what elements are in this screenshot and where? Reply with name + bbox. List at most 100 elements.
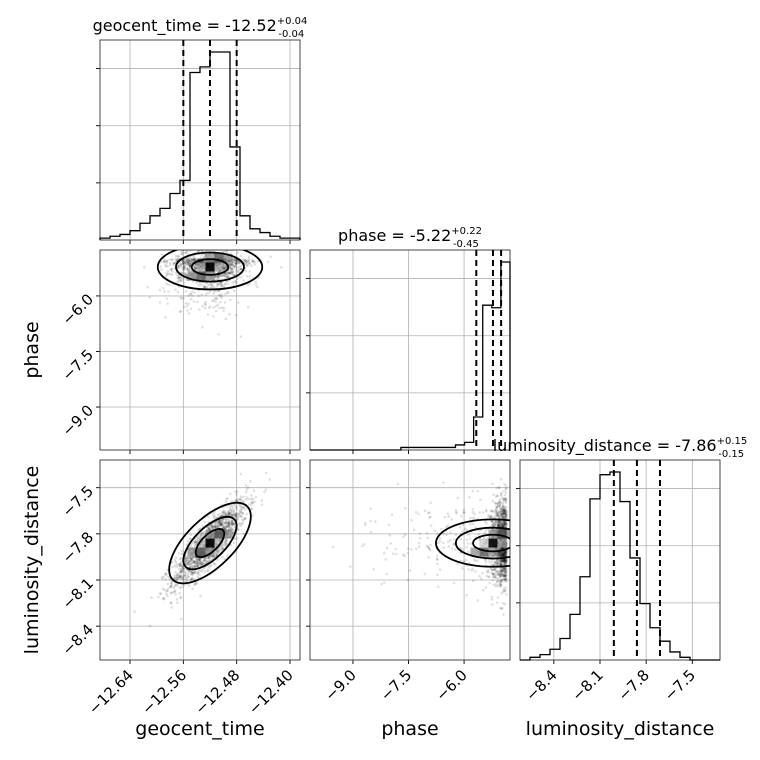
scatter-point — [459, 514, 463, 518]
scatter-point — [183, 570, 187, 574]
scatter-point — [178, 276, 182, 279]
scatter-point — [501, 504, 505, 508]
scatter-point — [503, 570, 507, 573]
scatter-point — [492, 524, 496, 528]
scatter-point — [498, 560, 502, 564]
scatter-point — [203, 285, 206, 289]
scatter-point — [499, 582, 502, 585]
scatter-point — [187, 267, 190, 271]
scatter-point — [186, 539, 190, 543]
scatter-point — [454, 508, 458, 512]
scatter-point — [223, 512, 227, 516]
scatter-point — [218, 294, 221, 297]
scatter-point — [497, 524, 501, 528]
scatter-point — [176, 255, 180, 258]
scatter-point — [203, 285, 206, 289]
scatter-point — [245, 260, 249, 264]
scatter-point — [500, 524, 503, 528]
scatter-point — [190, 232, 193, 235]
scatter-point — [503, 566, 507, 570]
scatter-point — [199, 250, 202, 251]
scatter-point — [230, 520, 234, 523]
scatter-point — [165, 261, 169, 264]
scatter-point — [211, 284, 214, 287]
scatter-point — [504, 550, 508, 553]
scatter-point — [182, 584, 186, 587]
scatter-point — [168, 585, 172, 589]
scatter-point — [493, 523, 496, 527]
scatter-point — [204, 559, 207, 563]
scatter-point — [176, 584, 179, 588]
scatter-point — [185, 251, 189, 254]
scatter-point — [192, 571, 196, 575]
scatter-point — [193, 577, 196, 581]
scatter-point — [217, 524, 221, 528]
scatter-point — [227, 518, 230, 522]
scatter-point — [182, 265, 186, 268]
scatter-point — [166, 589, 169, 593]
scatter-point — [225, 518, 228, 521]
scatter-point — [180, 585, 183, 589]
scatter-point — [498, 511, 501, 515]
scatter-point — [239, 515, 243, 518]
scatter-point — [489, 515, 492, 519]
scatter-point — [500, 554, 504, 557]
scatter-point — [493, 514, 497, 518]
scatter-point — [181, 261, 185, 264]
scatter-point — [160, 268, 163, 271]
scatter-point — [216, 289, 219, 293]
scatter-point — [221, 511, 224, 515]
scatter-point — [504, 549, 508, 553]
scatter-point — [220, 518, 223, 522]
x-tick-label: −7.5 — [377, 666, 415, 704]
scatter-point — [230, 510, 234, 514]
scatter-point — [482, 588, 485, 592]
scatter-point — [181, 567, 185, 570]
scatter-point — [211, 250, 214, 251]
scatter-point — [495, 514, 499, 518]
scatter-point — [490, 560, 494, 564]
scatter-point — [495, 558, 499, 562]
scatter-point — [501, 547, 504, 550]
scatter-point — [187, 559, 191, 563]
scatter-point — [188, 262, 192, 266]
scatter-point — [179, 562, 182, 566]
scatter-point — [188, 212, 191, 215]
scatter-point — [195, 560, 199, 563]
scatter-point — [496, 512, 500, 516]
scatter-point — [212, 314, 215, 318]
scatter-point — [503, 559, 507, 563]
scatter-point — [216, 525, 220, 529]
scatter-point — [496, 596, 500, 599]
scatter-point — [504, 574, 508, 578]
contour-level-2 — [168, 501, 252, 585]
scatter-point — [180, 252, 184, 256]
scatter-point — [503, 516, 507, 520]
scatter-point — [502, 514, 506, 518]
scatter-point — [234, 265, 238, 268]
scatter-point — [204, 558, 207, 561]
scatter-point — [363, 523, 367, 527]
scatter-point — [197, 562, 200, 566]
scatter-point — [190, 261, 193, 265]
scatter-point — [442, 532, 445, 535]
scatter-point — [504, 552, 507, 556]
scatter-point — [185, 260, 189, 264]
scatter-point — [194, 560, 197, 564]
scatter-point — [504, 487, 508, 490]
x-tick-label: −7.5 — [661, 666, 699, 704]
scatter-point — [502, 522, 506, 526]
scatter-point — [225, 498, 229, 501]
scatter-point — [182, 259, 186, 262]
scatter-point — [177, 575, 181, 578]
scatter-point — [500, 510, 503, 513]
scatter-point — [189, 559, 193, 563]
scatter-point — [505, 559, 508, 562]
scatter-point — [163, 290, 166, 293]
scatter-point — [183, 574, 186, 578]
scatter-point — [504, 487, 508, 491]
scatter-point — [176, 280, 179, 284]
scatter-point — [227, 525, 230, 528]
scatter-point — [503, 570, 507, 573]
scatter-point — [206, 569, 209, 573]
